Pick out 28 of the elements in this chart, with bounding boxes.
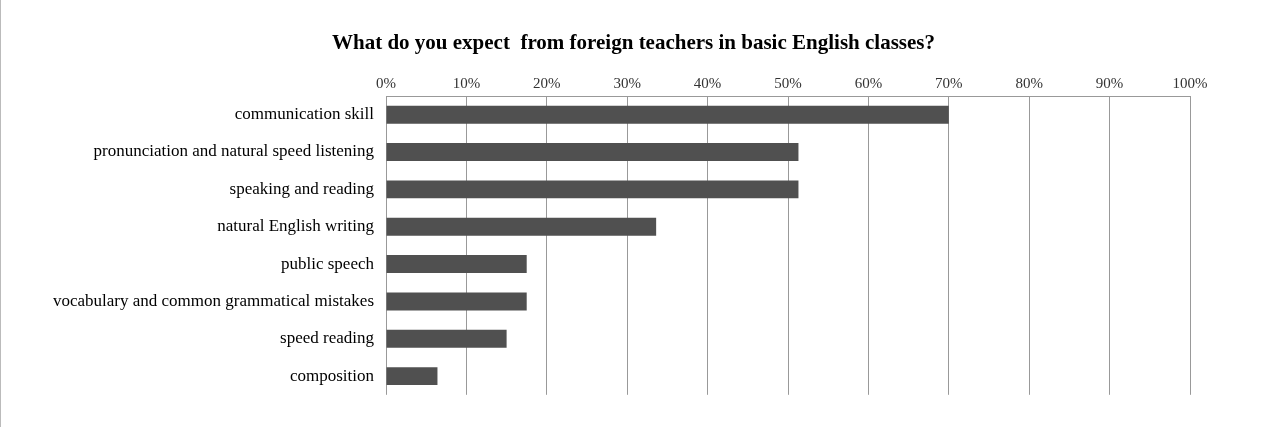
y-tick-label: speed reading [280,328,375,348]
x-tick-label: 30% [613,74,641,91]
x-tick-label: 90% [1095,74,1124,91]
bar [386,255,527,274]
y-tick-label: speaking and reading [229,178,375,198]
x-tick-label: 100% [1172,74,1208,91]
bar [386,105,949,124]
y-tick-label: natural English writing [217,216,375,236]
x-tick-label: 20% [533,74,561,91]
bar [386,217,657,236]
bar [386,292,527,311]
x-tick-label: 40% [693,74,722,91]
bar [386,143,799,161]
chart-title: What do you expect from foreign teachers in basic English classes? [331,30,936,55]
x-tick-label: 0% [376,74,397,91]
bar [386,367,438,386]
x-tick-label: 50% [774,74,802,91]
bar [386,180,799,199]
y-tick-label: communication skill [234,104,375,124]
y-tick-label: pronunciation and natural speed listening [93,141,375,161]
x-tick-label: 80% [1015,74,1043,91]
bar [386,329,507,348]
x-tick-label: 60% [854,74,883,91]
y-tick-label: vocabulary and common grammatical mistakes [52,290,375,310]
x-tick-label: 70% [935,74,963,91]
x-tick-label: 10% [452,74,481,91]
y-tick-label: public speech [281,253,375,273]
y-tick-label: composition [289,365,375,385]
